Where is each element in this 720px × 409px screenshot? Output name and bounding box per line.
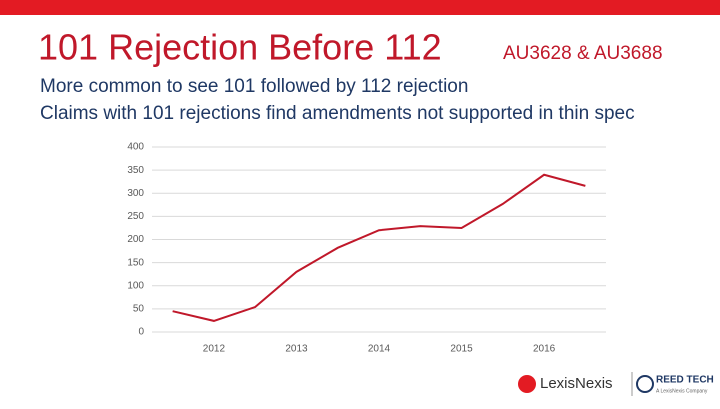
annotation: More common to see 101 followed by 112 r… <box>40 76 468 97</box>
y-tick-label: 200 <box>127 234 144 245</box>
x-tick-label: 2015 <box>450 344 473 355</box>
data-line <box>172 173 586 322</box>
y-tick-label: 250 <box>127 211 144 222</box>
x-tick-label: 2016 <box>533 344 556 355</box>
x-tick-label: 2014 <box>368 344 391 355</box>
y-tick-label: 100 <box>127 280 144 291</box>
brand-logo: LexisNexis <box>540 375 613 392</box>
annotation: Claims with 101 rejections find amendmen… <box>40 103 635 124</box>
brand-icon <box>518 375 536 393</box>
x-tick-label: 2013 <box>285 344 308 355</box>
chart: 0 50 100 150 200 250 300 350 400 2012 2013 2014 2015… <box>127 142 606 355</box>
slide-title: 101 Rejection Before 112 <box>38 27 442 68</box>
partner-tagline: A LexisNexis Company <box>656 388 708 394</box>
y-tick-label: 50 <box>133 304 145 315</box>
partner-icon <box>636 375 654 393</box>
y-tick-label: 350 <box>127 165 144 176</box>
top-bar <box>0 0 720 15</box>
x-tick-label: 2012 <box>203 344 226 355</box>
partner-logo: REED TECH <box>656 375 714 386</box>
y-tick-label: 400 <box>127 142 144 153</box>
y-tick-label: 0 <box>138 327 144 338</box>
y-tick-label: 300 <box>127 188 144 199</box>
slide-subtitle: AU3628 & AU3688 <box>503 43 663 64</box>
y-tick-label: 150 <box>127 257 144 268</box>
